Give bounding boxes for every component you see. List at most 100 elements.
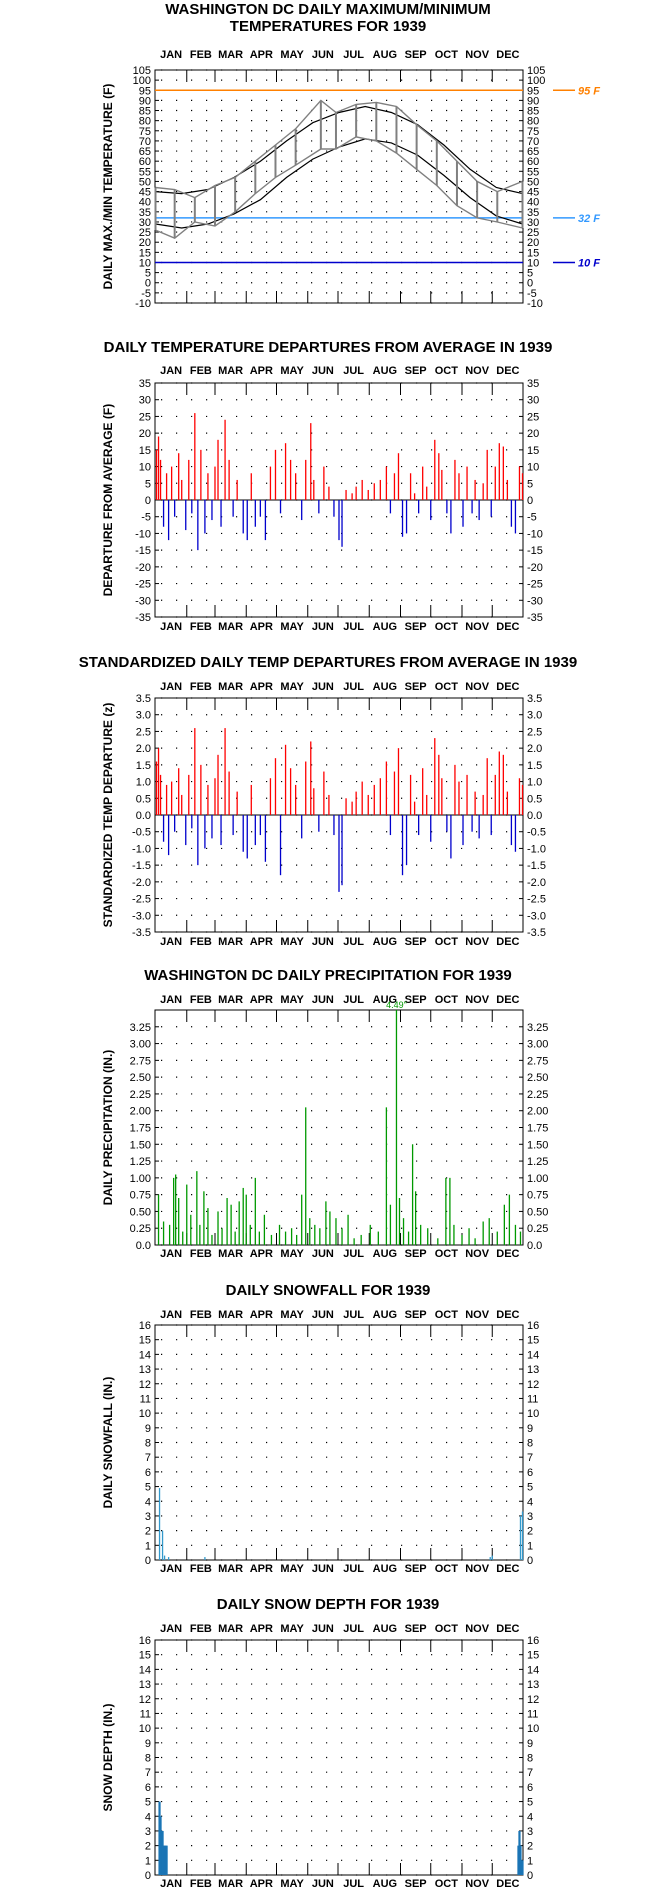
y-tick-label-left: 10	[139, 462, 151, 474]
bar-day-45	[199, 1224, 201, 1245]
y-axis-label: DAILY SNOWFALL (IN.)	[101, 1377, 115, 1509]
y-tick-label-right: 50	[527, 176, 539, 188]
bar-day-254	[409, 774, 412, 815]
y-tick-label-left: 15	[139, 1335, 151, 1347]
bar-day-242	[397, 748, 400, 815]
bar-day-116	[270, 1234, 273, 1245]
y-tick-label-left: 5	[145, 1482, 151, 1494]
bar-day-168	[323, 771, 325, 815]
month-label-top: JAN	[160, 1309, 182, 1321]
bar-day-67	[221, 1228, 223, 1245]
y-axis-label: DEPARTURE FROM AVERAGE (F)	[101, 404, 115, 596]
month-label-bottom: MAR	[218, 1248, 243, 1260]
month-label-top: AUG	[373, 365, 397, 377]
y-tick-label-left: 16	[139, 1635, 151, 1647]
month-label-bottom: MAY	[280, 936, 304, 948]
y-tick-label-right: 8	[527, 1438, 533, 1450]
y-tick-label-left: 50	[139, 176, 151, 188]
bar-day-63	[217, 439, 219, 500]
bar-day-17	[170, 781, 173, 815]
month-label-bottom: SEP	[405, 621, 427, 633]
bar-day-136	[290, 1228, 293, 1245]
chart-title: STANDARDIZED DAILY TEMP DEPARTURES FROM …	[79, 654, 577, 671]
bar-day-346	[502, 754, 504, 815]
month-label-bottom: FEB	[190, 936, 212, 948]
month-label-top: NOV	[465, 365, 490, 377]
y-tick-label-right: 6	[527, 1782, 533, 1794]
bar-day-130	[284, 1231, 287, 1245]
bar-day-12	[165, 473, 168, 500]
bar-day-205	[360, 1234, 362, 1245]
month-label-bottom: JUL	[343, 1878, 364, 1890]
bar-day-124	[278, 1224, 281, 1245]
bar-day-242	[397, 453, 400, 500]
bar-day-186	[341, 815, 343, 886]
bar-day-146	[301, 815, 303, 839]
month-label-top: JUL	[343, 49, 364, 61]
y-tick-label-right: 5	[527, 1797, 533, 1809]
month-label-bottom: JUN	[312, 1563, 334, 1575]
y-tick-label-right: -2.5	[527, 894, 546, 906]
month-label-top: DEC	[496, 49, 519, 61]
plot-frame	[154, 1324, 524, 1561]
y-tick-label-left: 11	[140, 1708, 151, 1720]
bar-day-27	[181, 479, 183, 500]
bar-day-57	[211, 1234, 213, 1245]
bar-day-347	[503, 1204, 505, 1245]
month-label-top: AUG	[373, 1623, 397, 1635]
month-label-top: MAR	[218, 365, 243, 377]
month-label-bottom: OCT	[435, 1248, 459, 1260]
y-tick-label-right: 20	[527, 428, 539, 440]
month-label-bottom: JAN	[160, 1563, 182, 1575]
bar-day-342	[498, 443, 500, 500]
y-tick-label-right: 90	[527, 95, 539, 107]
month-label-top: MAR	[218, 1623, 243, 1635]
month-label-bottom: NOV	[465, 1248, 490, 1260]
y-tick-label-left: 3.25	[130, 1022, 151, 1034]
month-label-bottom: JUL	[343, 936, 364, 948]
y-tick-label-left: -20	[135, 562, 151, 574]
plot-frame	[154, 69, 524, 304]
month-label-top: AUG	[373, 49, 397, 61]
month-label-bottom: JAN	[160, 936, 182, 948]
bar-day-15	[168, 1224, 171, 1245]
y-tick-label-right: 16	[527, 1320, 539, 1332]
y-tick-label-right: 30	[527, 395, 539, 407]
bar-day-346	[502, 446, 504, 500]
bar-day-53	[207, 1208, 209, 1245]
y-tick-label-left: 0.0	[136, 1240, 151, 1252]
month-label-top: OCT	[435, 994, 459, 1006]
bar-day-78	[232, 500, 234, 517]
bar-day-100	[254, 815, 256, 846]
y-tick-label-left: 3	[145, 1511, 151, 1523]
bar-day-186	[341, 1228, 343, 1245]
month-label-bottom: NOV	[465, 936, 490, 948]
bar-day-42	[196, 1171, 198, 1245]
y-tick-label-left: 1.5	[136, 760, 151, 772]
y-tick-label-right: 65	[527, 146, 539, 158]
bar-day-196	[351, 493, 353, 500]
y-tick-label-right: 12	[527, 1694, 539, 1706]
bar-day-32	[186, 1184, 188, 1245]
reference-label: 32 F	[578, 213, 600, 225]
y-tick-label-right: 80	[527, 116, 539, 128]
bar-day-168	[323, 466, 325, 500]
bar-day-14	[167, 1557, 170, 1560]
bar-day-70	[224, 728, 226, 815]
month-label-top: MAR	[218, 994, 243, 1006]
y-tick-label-right: 35	[527, 378, 539, 390]
month-label-bottom: JUN	[312, 1248, 334, 1260]
y-tick-label-left: 8	[145, 1753, 151, 1765]
y-tick-label-left: 70	[139, 136, 151, 148]
bar-day-206	[361, 781, 363, 815]
bar-day-365	[521, 784, 524, 815]
chart-panel-1: WASHINGTON DC DAILY MAXIMUM/MINIMUMTEMPE…	[101, 1, 600, 310]
y-tick-label-right: 15	[527, 1335, 539, 1347]
y-tick-label-right: 4	[527, 1496, 533, 1508]
month-label-bottom: FEB	[190, 1563, 212, 1575]
y-tick-label-right: 0.75	[527, 1190, 548, 1202]
month-label-top: FEB	[190, 1623, 212, 1635]
bar-day-326	[482, 1221, 484, 1245]
chart-panel-2: DAILY TEMPERATURE DEPARTURES FROM AVERAG…	[101, 339, 552, 633]
y-tick-label-left: 3.00	[130, 1039, 151, 1051]
